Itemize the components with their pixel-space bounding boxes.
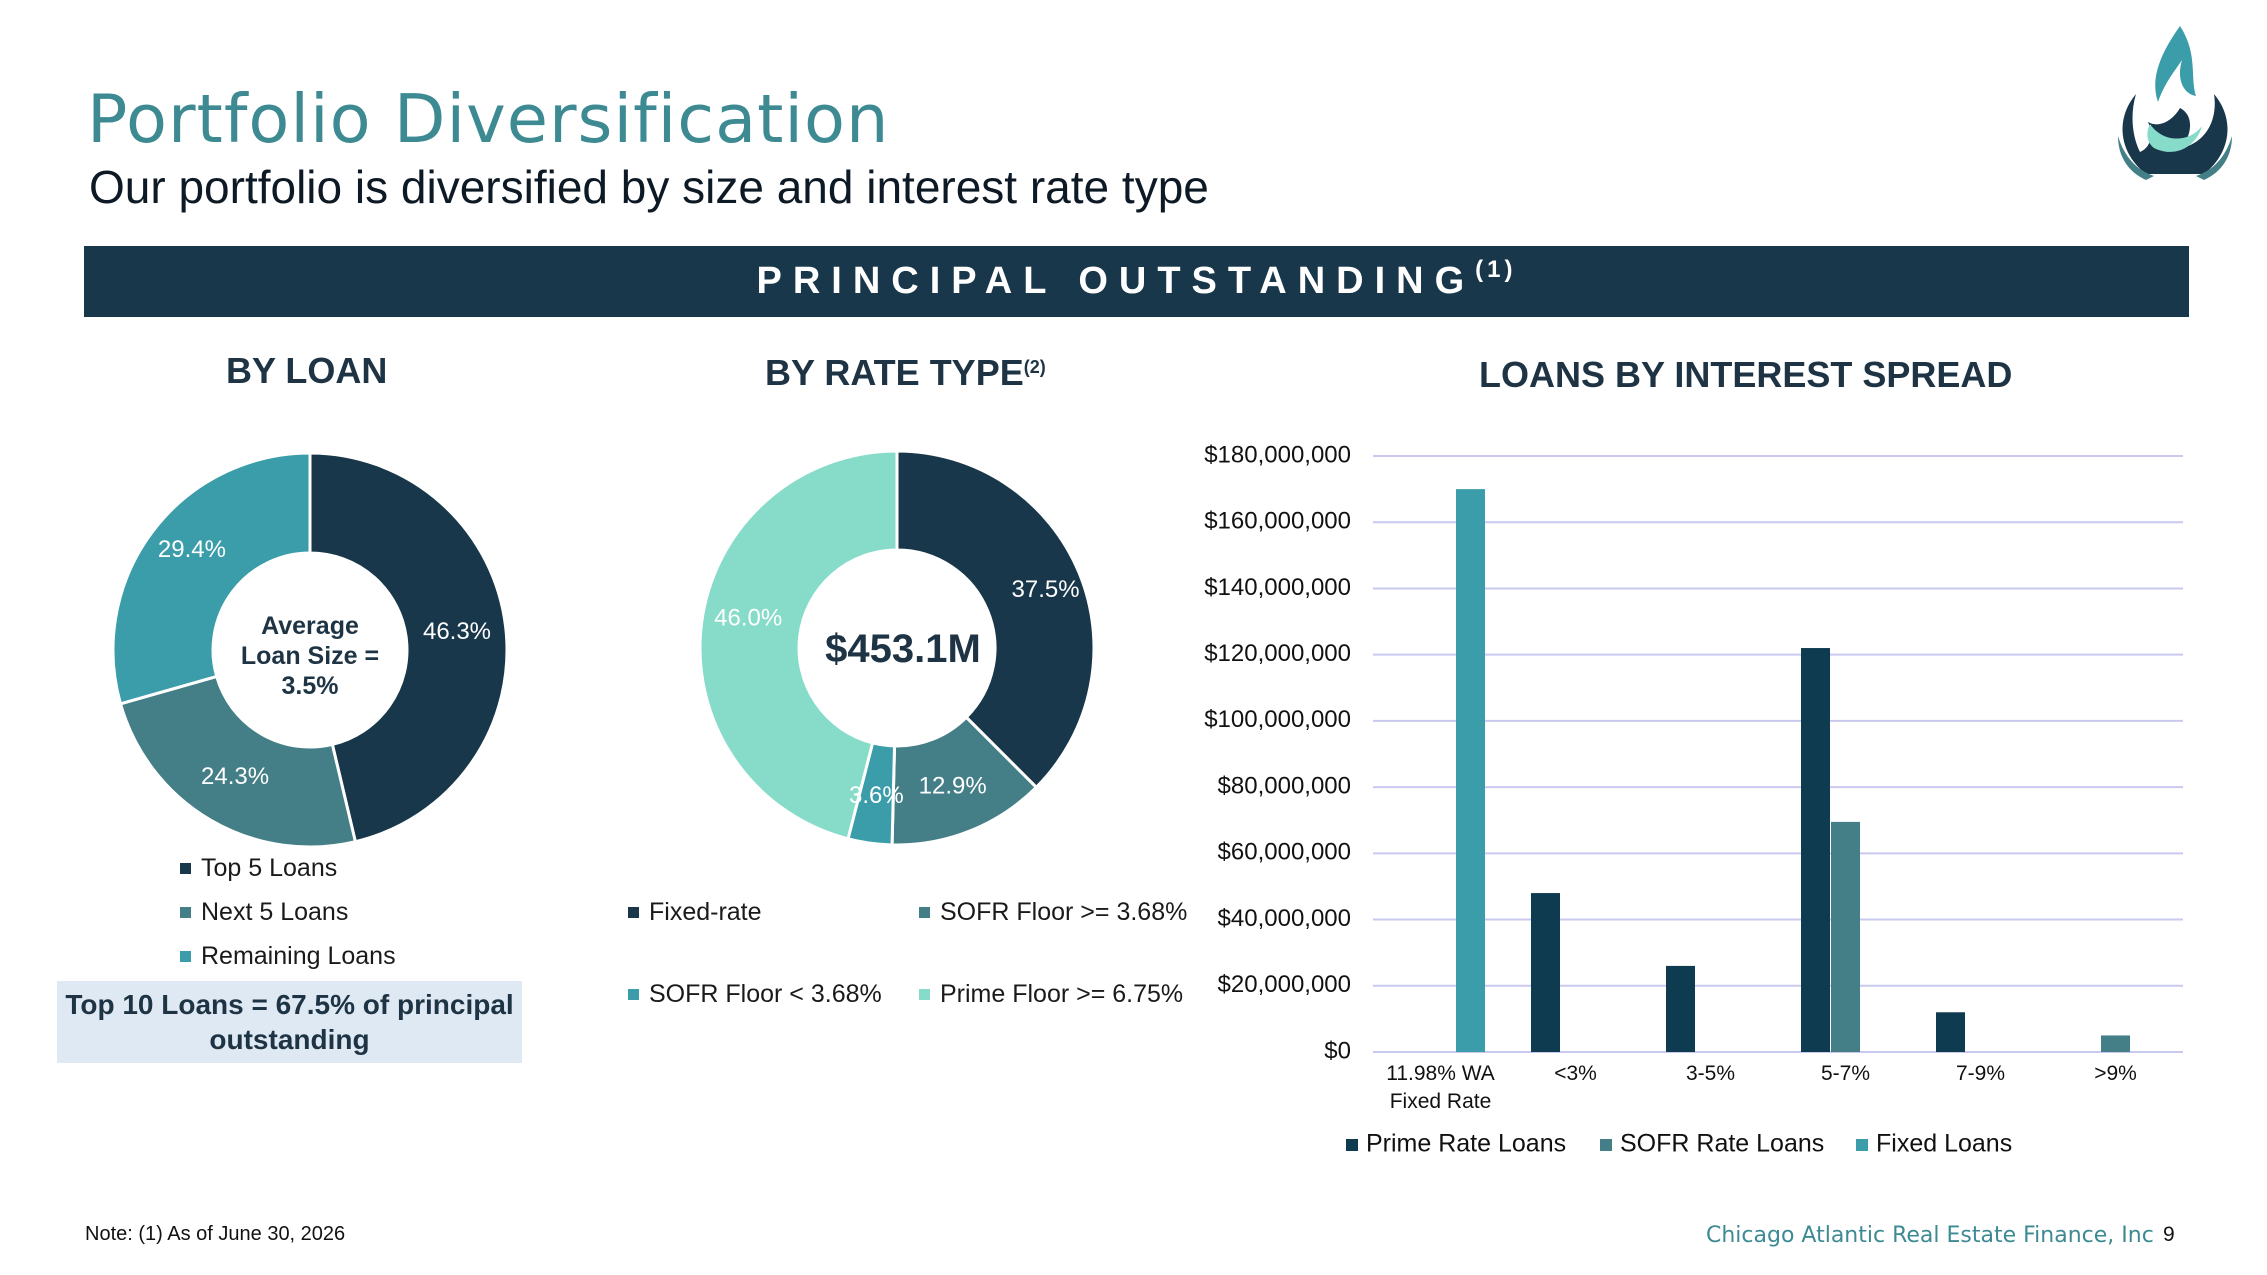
by-rate-type-slices (698, 449, 1096, 847)
legend-label: Remaining Loans (201, 942, 396, 970)
donut-slice-2 (118, 674, 358, 849)
donut-slice-1 (895, 449, 1096, 790)
page-subtitle: Our portfolio is diversified by size and… (89, 161, 1209, 213)
y-tick-label: $180,000,000 (1204, 441, 1351, 468)
donut-slice-label-2: 24.3% (201, 763, 269, 790)
legend-swatch (180, 951, 191, 962)
donut-slice-label-3: 29.4% (158, 536, 226, 563)
page-number: 9 (2163, 1223, 2175, 1246)
x-tick-label: 3-5% (1686, 1062, 1735, 1085)
interest-spread-bar-chart: $0 $20,000,000 $40,000,000 $60,000,000 $80,0… (1204, 441, 2183, 1158)
by-rate-type-title-superscript: (2) (1023, 357, 1046, 377)
by-loan-donut-chart: 46.3% 24.3% 29.4% Average Loan Size = 3.5% (111, 451, 509, 849)
x-tick-label: <3% (1554, 1062, 1597, 1085)
legend-label: SOFR Floor < 3.68% (649, 980, 882, 1008)
legend-swatch (1346, 1139, 1358, 1151)
legend-item-sofr-floor-low: SOFR Floor < 3.68% (628, 980, 882, 1009)
by-loan-title: BY LOAN (226, 350, 388, 391)
donut-slice-label-1: 46.3% (423, 618, 491, 645)
legend-item-next-5-loans: Next 5 Loans (180, 898, 348, 927)
bar (1831, 821, 1860, 1052)
legend-item-prime-floor: Prime Floor >= 6.75% (919, 980, 1183, 1009)
bar-chart-gridlines (1373, 455, 2183, 1053)
principal-outstanding-banner: PRINCIPAL OUTSTANDING (1) (84, 246, 2189, 317)
by-loan-center-line-3: 3.5% (282, 672, 339, 700)
footnote: Note: (1) As of June 30, 2026 (85, 1223, 346, 1245)
donut-slice-3 (111, 451, 312, 706)
x-tick-label: 5-7% (1821, 1062, 1870, 1085)
legend-label: Top 5 Loans (201, 854, 338, 882)
x-tick-label: Fixed Rate (1390, 1090, 1492, 1113)
bar (2101, 1035, 2130, 1052)
legend-swatch (1856, 1139, 1868, 1151)
banner-text: PRINCIPAL OUTSTANDING (756, 260, 1476, 302)
by-rate-type-title-text: BY RATE TYPE (765, 352, 1024, 393)
legend-label: SOFR Floor >= 3.68% (940, 898, 1188, 926)
interest-spread-title: LOANS BY INTEREST SPREAD (1479, 354, 2013, 395)
bar-chart-y-tick-labels: $0 $20,000,000 $40,000,000 $60,000,000 $80,0… (1204, 441, 1351, 1064)
by-loan-slices (111, 451, 509, 849)
legend-swatch (628, 989, 639, 1000)
bar (1456, 489, 1485, 1053)
legend-label: Next 5 Loans (201, 898, 349, 926)
legend-label: Fixed Loans (1876, 1130, 2012, 1158)
legend-swatch (919, 989, 930, 1000)
y-tick-label: $20,000,000 (1218, 971, 1351, 998)
x-tick-label: 11.98% WA (1386, 1062, 1495, 1085)
y-tick-label: $80,000,000 (1218, 772, 1351, 799)
legend-swatch (180, 863, 191, 874)
legend-label: Prime Rate Loans (1366, 1130, 1566, 1158)
by-loan-center-line-1: Average (261, 612, 359, 640)
donut-slice-label-1: 37.5% (1012, 576, 1080, 603)
bar (1666, 965, 1695, 1052)
x-tick-label: >9% (2094, 1062, 2137, 1085)
by-rate-type-title: BY RATE TYPE(2) (765, 352, 1046, 394)
callout-text: Top 10 Loans = 67.5% of principal outsta… (65, 989, 514, 1055)
y-tick-label: $100,000,000 (1204, 706, 1351, 733)
y-tick-label: $0 (1324, 1037, 1351, 1064)
legend-swatch (180, 907, 191, 918)
bar-chart-x-tick-labels: 11.98% WA Fixed Rate <3% 3-5% 5-7% 7-9% >9% (1386, 1062, 2137, 1113)
donut-slice-label-2: 12.9% (919, 773, 987, 800)
bar (1801, 648, 1830, 1052)
x-tick-label: 7-9% (1956, 1062, 2005, 1085)
bar-chart-bars (1456, 489, 2130, 1053)
legend-swatch (628, 907, 639, 918)
company-logo (2118, 26, 2232, 180)
legend-label: Prime Floor >= 6.75% (940, 980, 1184, 1008)
donut-slice-4 (698, 449, 899, 841)
legend-label: SOFR Rate Loans (1620, 1130, 1824, 1158)
company-name: Chicago Atlantic Real Estate Finance, In… (1706, 1223, 2154, 1248)
y-tick-label: $40,000,000 (1218, 905, 1351, 932)
by-loan-slice-labels: 46.3% 24.3% 29.4% (158, 536, 491, 790)
bar (1531, 893, 1560, 1052)
bar (1936, 1012, 1965, 1052)
y-tick-label: $160,000,000 (1204, 508, 1351, 535)
top-10-loans-callout: Top 10 Loans = 67.5% of principal outsta… (57, 981, 522, 1063)
legend-item-top-5-loans: Top 5 Loans (180, 854, 337, 883)
banner-superscript: (1) (1475, 255, 1517, 283)
legend-item-sofr-floor-high: SOFR Floor >= 3.68% (919, 898, 1187, 927)
y-tick-label: $140,000,000 (1204, 574, 1351, 601)
legend-swatch (919, 907, 930, 918)
legend-item-remaining-loans: Remaining Loans (180, 942, 396, 971)
donut-slice-1 (308, 451, 509, 844)
donut-slice-label-4: 46.0% (714, 605, 782, 632)
by-rate-type-donut-chart: 37.5% 12.9% 3.6% 46.0% $453.1M (698, 449, 1096, 847)
legend-label: Fixed-rate (649, 898, 762, 926)
page-title: Portfolio Diversification (87, 80, 890, 158)
legend-item-fixed-rate: Fixed-rate (628, 898, 762, 927)
by-rate-type-center-total: $453.1M (825, 627, 981, 671)
y-tick-label: $60,000,000 (1218, 839, 1351, 866)
y-tick-label: $120,000,000 (1204, 640, 1351, 667)
by-loan-center-line-2: Loan Size = (241, 642, 379, 670)
by-rate-type-slice-labels: 37.5% 12.9% 3.6% 46.0% (714, 576, 1079, 809)
donut-slice-label-3: 3.6% (849, 782, 904, 809)
bar-chart-legend: Prime Rate Loans SOFR Rate Loans Fixed Loa… (1346, 1130, 2012, 1158)
legend-swatch (1600, 1139, 1612, 1151)
